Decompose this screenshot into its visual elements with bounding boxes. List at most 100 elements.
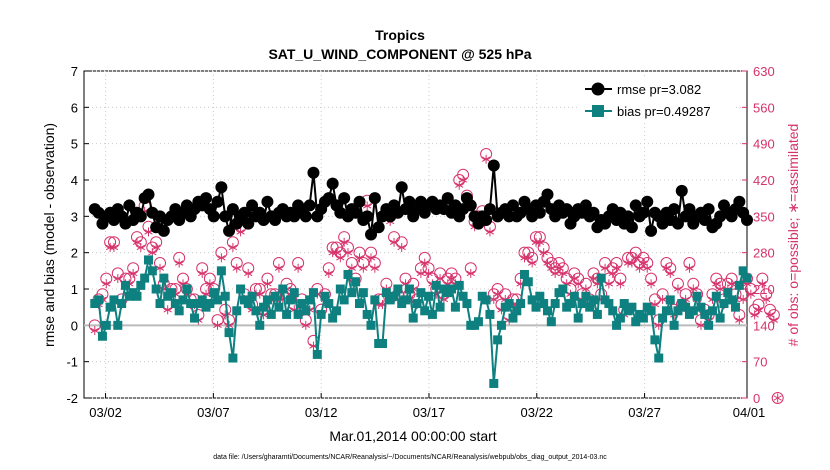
rmse-point [142, 188, 155, 201]
bias-point [147, 266, 157, 276]
x-tick-label: 03/17 [413, 405, 446, 420]
obs-assimilated-point [263, 279, 272, 289]
obs-assimilated-point [236, 227, 245, 237]
rmse-point [223, 224, 236, 237]
rmse-point [395, 181, 408, 194]
bias-point [355, 299, 365, 309]
x-tick-label: 04/01 [733, 405, 766, 420]
obs-assimilated-point [646, 279, 656, 289]
bias-point [209, 288, 219, 298]
bias-point [205, 299, 215, 309]
plot-area: -2-1012345670701402102803504204905606300… [66, 64, 784, 420]
bias-point [331, 306, 341, 316]
bias-point [140, 273, 150, 283]
obs-assimilated-point [658, 294, 667, 304]
bias-point [412, 299, 422, 309]
rmse-point [238, 206, 251, 219]
bias-point [420, 306, 430, 316]
obs-assimilated-point [666, 268, 675, 278]
bias-point [489, 378, 499, 388]
bias-point [638, 313, 648, 323]
bias-point [159, 273, 169, 283]
bias-point [132, 291, 142, 301]
bias-point [669, 320, 679, 330]
bias-point [370, 295, 380, 305]
obs-assimilated-point [301, 320, 310, 330]
bias-point [692, 291, 702, 301]
rmse-point [733, 195, 746, 208]
y-tick-label: 5 [71, 137, 78, 152]
bias-point [569, 291, 579, 301]
rmse-point [307, 166, 320, 179]
obs-assimilated-point [255, 289, 264, 299]
bias-point [259, 302, 269, 312]
bias-point [243, 299, 253, 309]
y2-tick-label: 630 [753, 64, 775, 79]
rmse-point [698, 213, 711, 226]
obs-assimilated-point [105, 242, 115, 252]
rmse-point [668, 203, 681, 216]
bias-point [650, 335, 660, 345]
bias-point [424, 291, 434, 301]
y2-tick-label: 350 [753, 209, 775, 224]
bias-point [493, 335, 503, 345]
obs-assimilated-point [762, 294, 771, 304]
bias-point [270, 291, 280, 301]
obs-assimilated-point [274, 263, 284, 273]
bias-point [247, 291, 257, 301]
legend-box [580, 78, 733, 122]
plot-frame [83, 70, 748, 399]
bias-point [389, 291, 399, 301]
bias-point [550, 299, 560, 309]
obs-assimilated-point [643, 263, 652, 273]
x-tick-label: 03/12 [305, 405, 338, 420]
obs-assimilated-point [113, 274, 122, 284]
obs-assimilated-point [758, 279, 767, 289]
bias-point [358, 288, 368, 298]
obs-assimilated-point [520, 253, 529, 263]
obs-assimilated-point [735, 315, 744, 325]
bias-point [316, 309, 326, 319]
obs-assimilated-point [136, 242, 145, 252]
obs-assimilated-point [527, 258, 537, 268]
bias-point [688, 306, 698, 316]
bias-point [535, 291, 545, 301]
bias-point [585, 302, 595, 312]
y2-tick-label: 140 [753, 318, 775, 333]
obs-assimilated-point [558, 268, 568, 278]
obs-assimilated-point [217, 253, 226, 263]
obs-assimilated-point [696, 320, 706, 330]
bias-point [646, 306, 656, 316]
obs-assimilated-point [155, 263, 165, 273]
bias-point [351, 277, 361, 287]
bias-point [178, 295, 188, 305]
bias-point [700, 309, 710, 319]
bias-point [734, 280, 744, 290]
rmse-point [464, 199, 477, 212]
bias-point [167, 288, 177, 298]
bias-point [347, 288, 357, 298]
y-tick-label: 1 [71, 282, 78, 297]
bias-point [339, 295, 349, 305]
rmse-point [683, 203, 696, 216]
bias-point [120, 280, 130, 290]
obs-assimilated-point [738, 294, 748, 304]
obs-assimilated-point [163, 305, 172, 315]
bias-point [143, 255, 153, 265]
rmse-point [303, 199, 316, 212]
x-tick-label: 03/27 [628, 405, 661, 420]
rmse-point [480, 213, 493, 226]
rmse-point [560, 203, 573, 216]
bias-point [504, 299, 514, 309]
bias-point [566, 299, 576, 309]
obs-assimilated-point [604, 279, 614, 289]
rmse-point [134, 210, 147, 223]
rmse-point [338, 192, 351, 205]
chart-subtitle: SAT_U_WIND_COMPONENT @ 525 hPa [268, 46, 531, 62]
bias-point [232, 306, 242, 316]
bias-point [519, 269, 529, 279]
obs-assimilated-point [600, 263, 610, 273]
obs-assimilated-point [485, 227, 495, 237]
bias-point [738, 266, 748, 276]
bias-point [408, 313, 418, 323]
